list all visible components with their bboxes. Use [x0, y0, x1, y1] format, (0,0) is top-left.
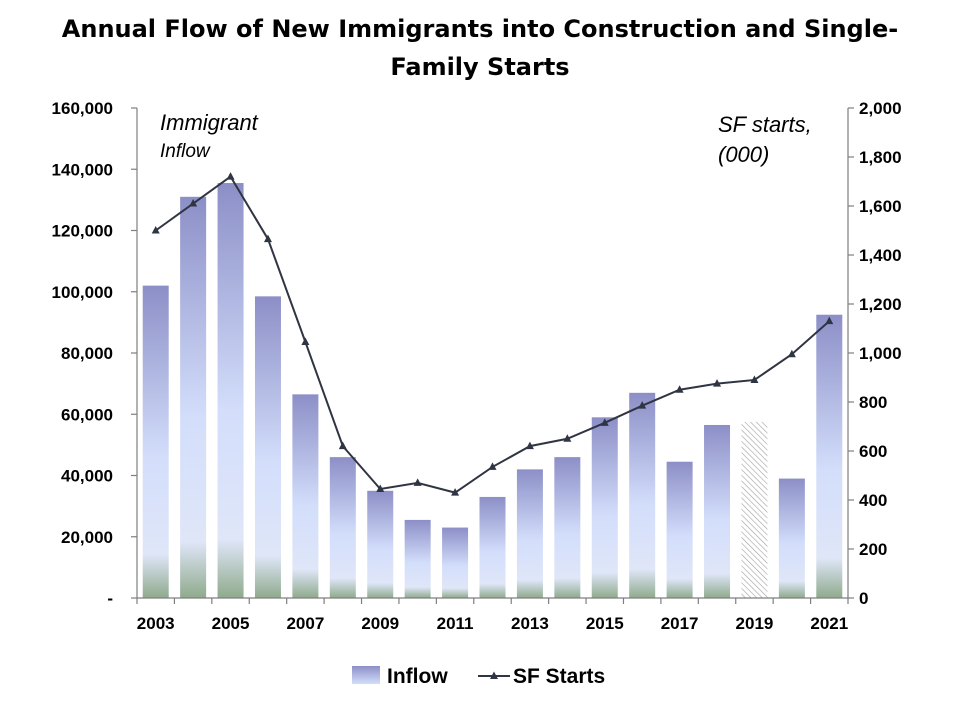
left-tick-label: 60,000	[61, 405, 113, 424]
right-axis-tick-labels: 0 200 400 600 800 1,000 1,200 1,400 1,600 1,800 2,…	[859, 99, 902, 608]
inflow-bar-2005	[217, 183, 244, 598]
left-tick-label: 160,000	[52, 99, 113, 118]
x-tick-label: 2011	[437, 614, 474, 633]
x-tick-label: 2013	[511, 614, 549, 633]
legend-sf-starts-label: SF Starts	[513, 665, 605, 688]
right-tick-label: 2,000	[859, 99, 902, 118]
sf-starts-line	[151, 172, 834, 496]
inflow-bar-2017	[666, 461, 693, 598]
right-tick-label: 800	[859, 393, 887, 412]
x-tick-label: 2005	[212, 614, 250, 633]
left-tick-label: 80,000	[61, 344, 113, 363]
sf-starts-point-2007	[301, 337, 310, 345]
inflow-bar-2009	[367, 490, 394, 598]
sf-starts-point-2003	[151, 226, 160, 234]
left-tick-label: 20,000	[61, 528, 113, 547]
x-tick-label: 2003	[137, 614, 175, 633]
inflow-bar-2015	[591, 417, 618, 598]
sf-starts-point-2010	[413, 478, 422, 486]
legend-inflow-swatch	[352, 666, 380, 684]
chart-title: Annual Flow of New Immigrants into Const…	[61, 15, 899, 81]
left-tick-label: 120,000	[52, 222, 113, 241]
sf-starts-point-2008	[338, 441, 347, 450]
inflow-bar-2006	[254, 296, 281, 598]
right-tick-label: 400	[859, 491, 887, 510]
right-tick-label: 600	[859, 442, 887, 461]
legend-inflow-label: Inflow	[387, 665, 448, 688]
inflow-bar-2014	[554, 457, 581, 598]
left-annotation-line2: Inflow	[160, 141, 211, 162]
axes	[131, 107, 854, 604]
right-tick-label: 1,400	[859, 246, 902, 265]
right-annotation-line1: SF starts,	[718, 112, 812, 137]
inflow-bar-2021	[816, 314, 843, 598]
left-annotation-line1: Immigrant	[160, 110, 259, 135]
inflow-bar-2013	[516, 469, 543, 598]
right-tick-label: 1,600	[859, 197, 902, 216]
inflow-bar-2018	[704, 424, 731, 598]
inflow-bar-2010	[404, 519, 431, 598]
inflow-bar-2012	[479, 496, 506, 598]
x-axis-tick-labels: 2003 2005 2007 2009 2011 2013 2015 2017 2019 2021	[137, 614, 848, 633]
inflow-bar-2008	[329, 457, 356, 598]
inflow-bar-2003	[142, 285, 169, 598]
inflow-bar-2016	[629, 392, 656, 598]
inflow-bar-2004	[180, 196, 207, 598]
left-tick-label: 140,000	[52, 160, 113, 179]
inflow-bar-2007	[292, 394, 319, 598]
legend: Inflow SF Starts	[352, 665, 605, 688]
left-tick-label: -	[107, 589, 113, 608]
left-tick-label: 40,000	[61, 467, 113, 486]
inflow-bars	[142, 183, 843, 598]
inflow-bar-2020	[778, 478, 805, 598]
right-tick-label: 1,000	[859, 344, 902, 363]
x-tick-label: 2021	[810, 614, 848, 633]
x-tick-label: 2017	[661, 614, 699, 633]
right-tick-label: 0	[859, 589, 868, 608]
inflow-bar-2011	[442, 527, 469, 598]
right-annotation-line2: (000)	[718, 142, 769, 167]
x-tick-label: 2019	[736, 614, 774, 633]
right-tick-label: 1,200	[859, 295, 902, 314]
x-tick-label: 2015	[586, 614, 624, 633]
left-tick-label: 100,000	[52, 283, 113, 302]
inflow-bar-2019	[741, 421, 768, 598]
left-axis-tick-labels: - 20,000 40,000 60,000 80,000 100,000 120,000 1…	[52, 99, 113, 608]
x-tick-label: 2007	[286, 614, 324, 633]
right-tick-label: 200	[859, 540, 887, 559]
x-tick-label: 2009	[361, 614, 399, 633]
sf-starts-point-2005	[226, 172, 235, 180]
right-tick-label: 1,800	[859, 148, 902, 167]
